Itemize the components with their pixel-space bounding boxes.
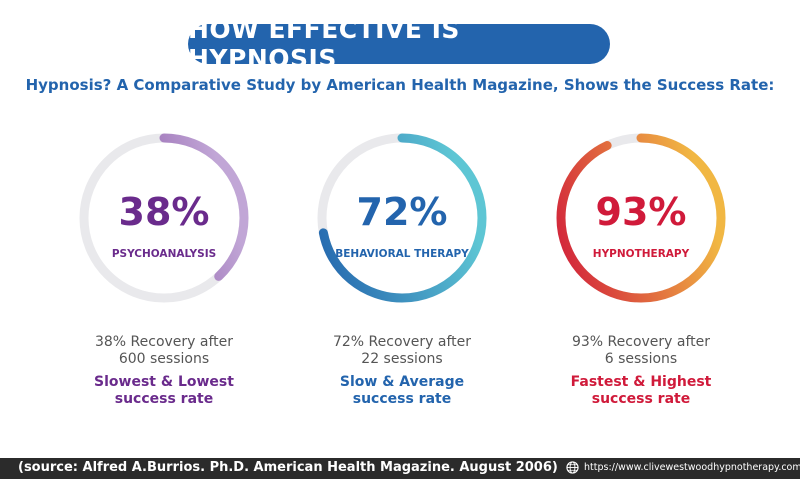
globe-icon xyxy=(566,461,579,474)
ring-arc-behavioral-therapy xyxy=(317,133,487,303)
description-psychoanalysis: 38% Recovery after 600 sessions Slowest … xyxy=(49,334,279,408)
category-label-psychoanalysis: PSYCHOANALYSIS xyxy=(111,248,217,260)
description-line-1: 93% Recovery after xyxy=(571,334,711,350)
description-hypnotherapy: 93% Recovery after 6 sessions Fastest & … xyxy=(526,334,756,408)
website-link[interactable]: https://www.clivewestwoodhypnotherapy.co… xyxy=(566,461,800,474)
value-label-hypnotherapy: 93% xyxy=(595,190,687,234)
rate-line-1: Slow & Average xyxy=(339,374,465,390)
ring-arc-hypnotherapy xyxy=(556,133,726,303)
ring-chart-hypnotherapy: 93% HYPNOTHERAPY xyxy=(551,128,731,308)
rate-line-2: success rate xyxy=(591,391,691,407)
description-line-2: 6 sessions xyxy=(604,351,678,367)
source-citation: (source: Alfred A.Burrios. Ph.D. America… xyxy=(18,460,558,475)
category-label-behavioral-therapy: BEHAVIORAL THERAPY xyxy=(335,248,469,260)
page-title: HOW EFFECTIVE IS HYPNOSIS xyxy=(188,15,460,73)
value-label-behavioral-therapy: 72% xyxy=(356,190,448,234)
rate-line-1: Slowest & Lowest xyxy=(94,374,234,390)
ring-arc-psychoanalysis xyxy=(79,133,249,303)
description-line-1: 38% Recovery after xyxy=(94,334,234,350)
footer-bar: (source: Alfred A.Burrios. Ph.D. America… xyxy=(0,458,800,479)
rate-line-2: success rate xyxy=(352,391,452,407)
description-behavioral-therapy: 72% Recovery after 22 sessions Slow & Av… xyxy=(287,334,517,408)
ring-chart-behavioral-therapy: 72% BEHAVIORAL THERAPY xyxy=(312,128,492,308)
description-line-1: 72% Recovery after xyxy=(332,334,472,350)
rate-line-2: success rate xyxy=(114,391,214,407)
value-label-psychoanalysis: 38% xyxy=(118,190,210,234)
title-banner: HOW EFFECTIVE IS HYPNOSIS xyxy=(188,15,610,73)
rate-line-1: Fastest & Highest xyxy=(570,374,712,390)
description-line-2: 22 sessions xyxy=(361,351,443,367)
website-url: https://www.clivewestwoodhypnotherapy.co… xyxy=(584,462,800,473)
page-subtitle: Hypnosis? A Comparative Study by America… xyxy=(25,76,775,94)
ring-svg-behavioral-therapy xyxy=(317,133,487,303)
ring-svg-hypnotherapy xyxy=(556,133,726,303)
ring-chart-psychoanalysis: 38% PSYCHOANALYSIS xyxy=(74,128,254,308)
category-label-hypnotherapy: HYPNOTHERAPY xyxy=(592,248,690,260)
ring-svg-psychoanalysis xyxy=(79,133,249,303)
description-line-2: 600 sessions xyxy=(118,351,210,367)
